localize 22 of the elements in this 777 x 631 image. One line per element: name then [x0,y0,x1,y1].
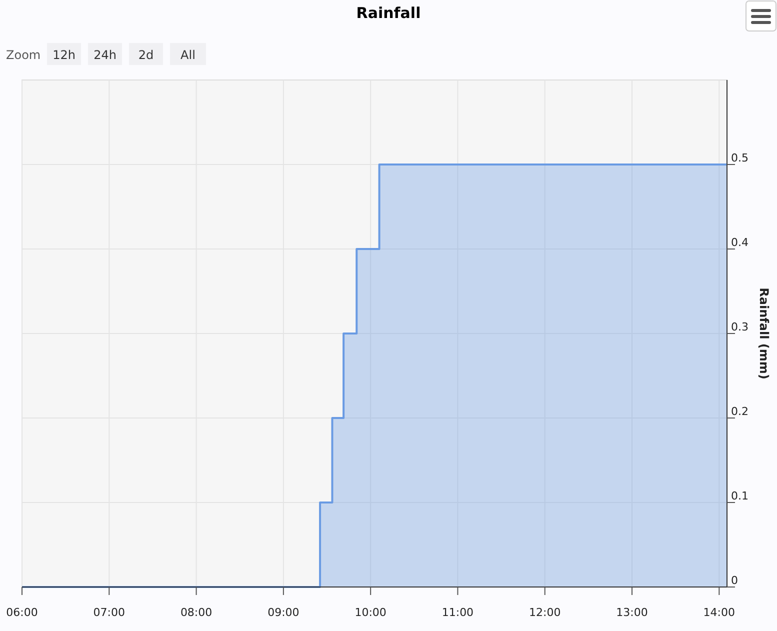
text: 2d [138,48,154,62]
x-tick-label: 11:00 [442,606,474,619]
y-tick-label: 0 [731,574,738,587]
x-tick-label: 12:00 [529,606,561,619]
y-tick-label: 0.1 [731,490,748,502]
text: Zoom [6,48,41,62]
text: All [180,48,196,62]
x-tick-label: 13:00 [616,606,648,619]
chart-title: Rainfall [356,4,421,22]
x-tick-label: 06:00 [6,606,38,619]
x-tick-label: 07:00 [93,606,125,619]
x-tick-label: 10:00 [354,606,386,619]
x-tick-label: 08:00 [180,606,212,619]
y-tick-label: 0.5 [731,152,748,164]
y-tick-label: 0.4 [731,236,748,249]
y-tick-label: 0.2 [731,405,748,418]
y-tick-label: 0.3 [731,320,748,334]
text: 12h [52,48,76,62]
x-tick-label: 14:00 [703,606,736,619]
text: 24h [94,48,116,62]
y-axis-title: Rainfall (mm) [757,288,771,380]
x-tick-label: 09:00 [268,606,300,619]
